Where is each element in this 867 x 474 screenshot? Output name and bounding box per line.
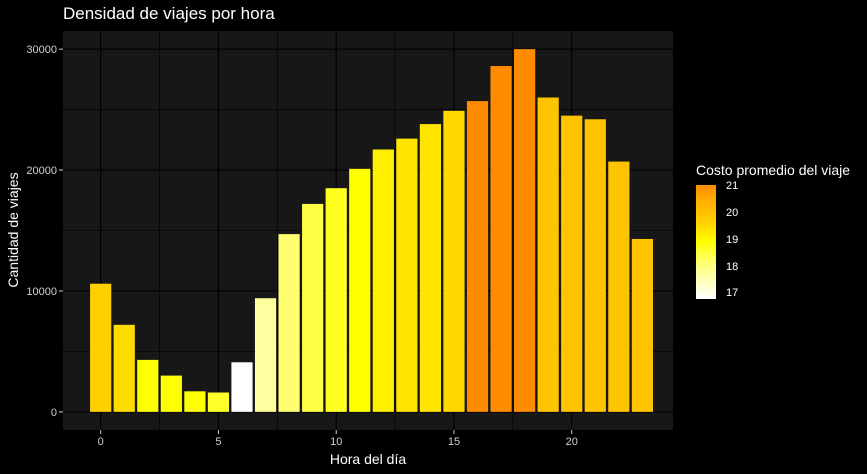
- y-tick-label: 20000: [26, 165, 57, 177]
- legend-colorbar: [696, 185, 716, 299]
- x-tick-label: 5: [215, 436, 221, 448]
- y-tick-label: 30000: [26, 44, 57, 56]
- bar-hour-4: [184, 391, 206, 412]
- y-axis-ticks: 0 10000 20000 30000: [26, 44, 63, 419]
- bar-hour-20: [561, 115, 583, 412]
- bar-hour-11: [349, 168, 371, 412]
- bar-hour-7: [254, 298, 277, 412]
- bar-hour-8: [278, 234, 300, 412]
- bar-hour-12: [372, 149, 394, 412]
- legend-tick-label: 20: [726, 207, 739, 219]
- bar-hour-17: [490, 66, 512, 412]
- legend-tick-label: 18: [726, 261, 739, 273]
- y-tick-label: 10000: [26, 286, 57, 298]
- bar-hour-0: [90, 283, 112, 412]
- bar-hour-19: [537, 97, 559, 412]
- bar-hour-15: [443, 110, 465, 412]
- bar-hour-2: [137, 359, 159, 412]
- legend-title: Costo promedio del viaje: [696, 162, 851, 178]
- bar-hour-14: [419, 124, 442, 412]
- y-axis-title: Cantidad de viajes: [5, 172, 21, 287]
- bar-hour-5: [207, 392, 230, 412]
- bar-hour-6: [231, 362, 253, 412]
- chart-title: Densidad de viajes por hora: [63, 4, 275, 23]
- bar-hour-9: [302, 203, 324, 412]
- bar-hour-23: [631, 238, 653, 412]
- bars: [90, 49, 653, 412]
- bar-hour-3: [160, 375, 182, 412]
- legend-tick-label: 17: [726, 287, 739, 299]
- x-tick-label: 15: [448, 436, 460, 448]
- bar-hour-16: [466, 101, 489, 412]
- bar-hour-21: [584, 119, 606, 412]
- legend-tick-label: 21: [726, 180, 739, 192]
- bar-hour-10: [325, 188, 347, 412]
- bar-hour-13: [396, 138, 418, 412]
- legend-tick-label: 19: [726, 234, 739, 246]
- bar-hour-18: [514, 49, 536, 412]
- x-axis-title: Hora del día: [330, 451, 406, 467]
- y-tick-label: 0: [51, 407, 57, 419]
- bar-hour-1: [113, 324, 135, 412]
- x-tick-label: 20: [566, 436, 578, 448]
- x-tick-label: 10: [330, 436, 342, 448]
- x-tick-label: 0: [98, 436, 104, 448]
- x-axis-ticks: 0 5 10 15 20: [98, 430, 578, 448]
- bar-hour-22: [608, 161, 630, 412]
